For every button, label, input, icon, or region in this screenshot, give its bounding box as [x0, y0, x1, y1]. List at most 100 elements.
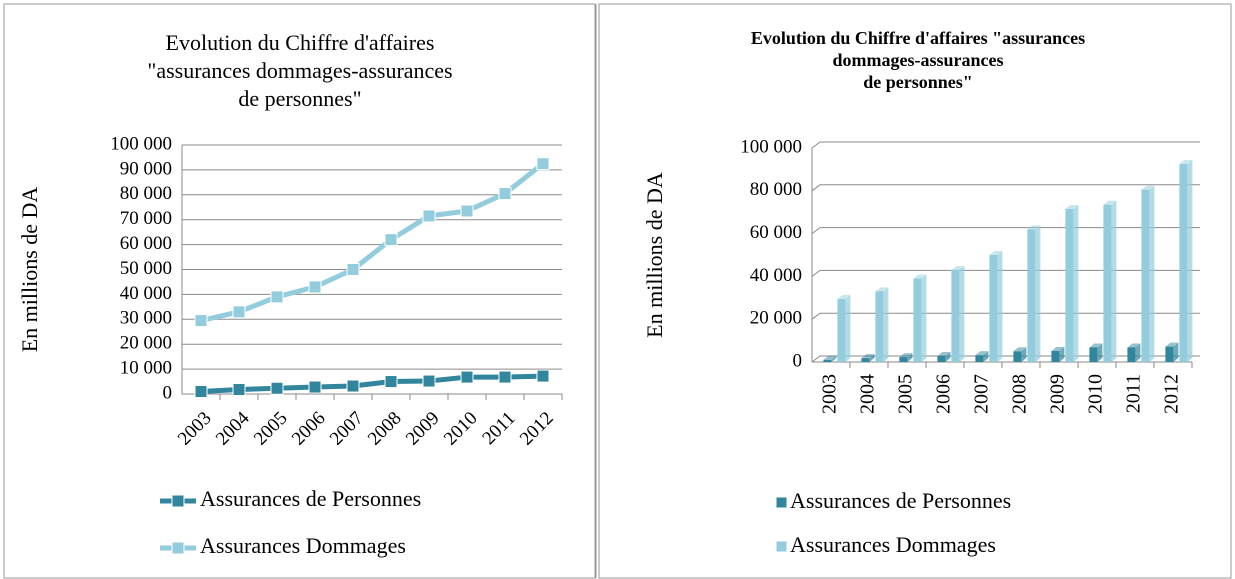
grid-line-depth	[811, 312, 821, 320]
bar-side	[1187, 160, 1193, 362]
bar-side	[997, 251, 1003, 362]
bar-side	[1035, 225, 1041, 362]
y-tick-label: 80 000	[750, 179, 802, 200]
marker	[498, 370, 512, 384]
bar	[1127, 347, 1136, 362]
bar-top	[913, 274, 927, 279]
line	[200, 161, 545, 323]
y-tick-label: 40 000	[750, 265, 802, 286]
bar-side	[883, 287, 889, 362]
bar-side	[1111, 200, 1117, 362]
y-tick-label: 30 000	[120, 308, 172, 329]
chart-title: "assurances dommages-assurances	[147, 58, 452, 83]
bar-top	[1027, 225, 1041, 230]
bar-top	[1127, 343, 1141, 348]
x-tick-label: 2006	[933, 374, 955, 414]
y-tick-label: 60 000	[120, 233, 172, 254]
legend-marker	[775, 496, 788, 509]
marker	[346, 379, 360, 393]
y-axis-label: En millions de DA	[642, 172, 667, 338]
y-tick-label: 100 000	[740, 136, 802, 157]
bar-top	[1089, 343, 1103, 348]
bar-side	[1149, 185, 1155, 362]
bar	[989, 255, 998, 362]
x-tick-label: 2007	[326, 408, 368, 450]
marker	[194, 385, 208, 399]
x-tick-label: 2004	[212, 407, 254, 449]
bar	[1103, 204, 1112, 362]
x-tick-label: 2010	[1085, 374, 1107, 414]
bar	[875, 291, 884, 362]
bar	[951, 269, 960, 362]
bar-side	[959, 265, 965, 362]
chart-title: dommages-assurances	[833, 50, 1004, 70]
bar-top	[937, 352, 951, 357]
bar	[861, 358, 870, 362]
bar-top	[1165, 342, 1179, 347]
bar-top	[1051, 346, 1065, 351]
bar-top	[823, 355, 837, 360]
legend-label: Assurances de Personnes	[790, 488, 1011, 513]
bar	[1089, 347, 1098, 362]
marker	[536, 157, 550, 171]
y-tick-label: 0	[163, 382, 173, 403]
marker	[536, 369, 550, 383]
chart-title: Evolution du Chiffre d'affaires "assuran…	[751, 28, 1085, 48]
bar-top	[861, 354, 875, 359]
y-tick-label: 70 000	[120, 208, 172, 229]
bar-side	[945, 352, 951, 362]
bar	[837, 298, 846, 362]
x-tick-label: 2010	[440, 408, 482, 450]
bar	[975, 355, 984, 362]
marker	[308, 380, 322, 394]
bar-side	[983, 351, 989, 362]
y-tick-label: 10 000	[120, 357, 172, 378]
x-tick-label: 2009	[1047, 374, 1069, 414]
bar	[937, 356, 946, 362]
x-tick-label: 2003	[174, 408, 216, 450]
x-tick-label: 2011	[1123, 374, 1145, 413]
chart-title: Evolution du Chiffre d'affaires	[166, 30, 435, 55]
legend-label: Assurances de Personnes	[200, 486, 421, 511]
bar	[1141, 189, 1150, 362]
bar-top	[975, 351, 989, 356]
bar-side	[1021, 347, 1027, 362]
x-tick-label: 2003	[819, 374, 841, 414]
x-tick-label: 2005	[250, 408, 292, 450]
marker	[498, 187, 512, 201]
bar-side	[831, 355, 837, 362]
y-tick-label: 20 000	[120, 333, 172, 354]
x-tick-label: 2004	[857, 374, 879, 414]
x-tick-label: 2006	[288, 408, 330, 450]
x-tick-label: 2007	[971, 374, 993, 414]
x-tick-label: 2012	[1161, 374, 1183, 414]
y-tick-label: 40 000	[120, 283, 172, 304]
bar-top	[837, 294, 851, 299]
bar-side	[1073, 204, 1079, 362]
marker	[384, 233, 398, 247]
bar-top	[875, 287, 889, 292]
marker	[346, 263, 360, 276]
bar-side	[845, 294, 851, 362]
marker	[460, 370, 474, 384]
panel-border	[598, 3, 1232, 579]
bar	[899, 357, 908, 362]
legend-label: Assurances Dommages	[200, 533, 406, 558]
marker	[460, 204, 474, 218]
bar	[1013, 351, 1022, 362]
bar-top	[1013, 347, 1027, 352]
bar	[1027, 229, 1036, 362]
x-tick-label: 2011	[478, 408, 519, 449]
bar	[913, 278, 922, 362]
bar-side	[869, 354, 875, 362]
bar-side	[1059, 346, 1065, 362]
marker	[422, 209, 436, 223]
x-tick-label: 2008	[364, 408, 406, 450]
x-tick-label: 2009	[402, 408, 444, 450]
marker	[232, 383, 246, 397]
bar	[1065, 208, 1074, 362]
bar-top	[989, 251, 1003, 255]
chart-title: de personnes"	[238, 86, 361, 111]
y-tick-label: 100 000	[110, 133, 172, 154]
